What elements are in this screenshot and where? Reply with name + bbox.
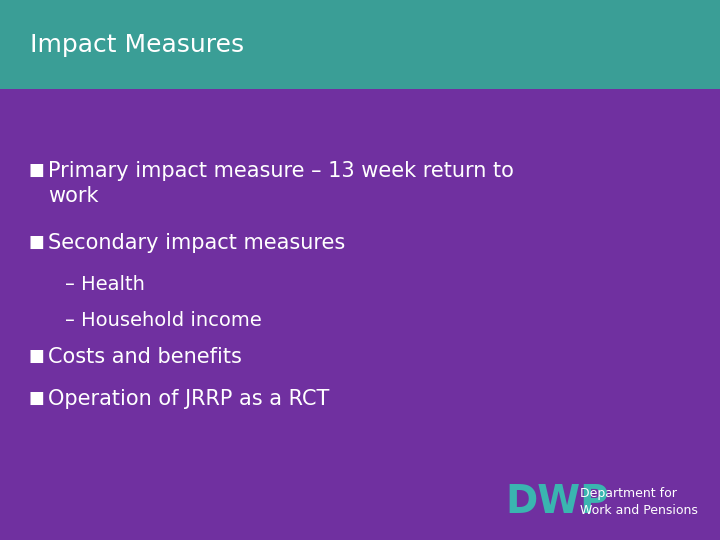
Text: – Health: – Health <box>65 275 145 294</box>
Text: Impact Measures: Impact Measures <box>30 32 244 57</box>
Text: ■: ■ <box>28 347 44 365</box>
Text: Department for
Work and Pensions: Department for Work and Pensions <box>580 487 698 517</box>
Text: Operation of JRRP as a RCT: Operation of JRRP as a RCT <box>48 389 329 409</box>
Text: Secondary impact measures: Secondary impact measures <box>48 233 346 253</box>
Text: Primary impact measure – 13 week return to
work: Primary impact measure – 13 week return … <box>48 161 514 206</box>
Text: – Household income: – Household income <box>65 311 262 330</box>
Text: DWP: DWP <box>505 483 608 521</box>
Text: ■: ■ <box>28 389 44 407</box>
Bar <box>0 0 720 89</box>
Text: Costs and benefits: Costs and benefits <box>48 347 242 367</box>
Text: ■: ■ <box>28 233 44 251</box>
Text: ■: ■ <box>28 161 44 179</box>
